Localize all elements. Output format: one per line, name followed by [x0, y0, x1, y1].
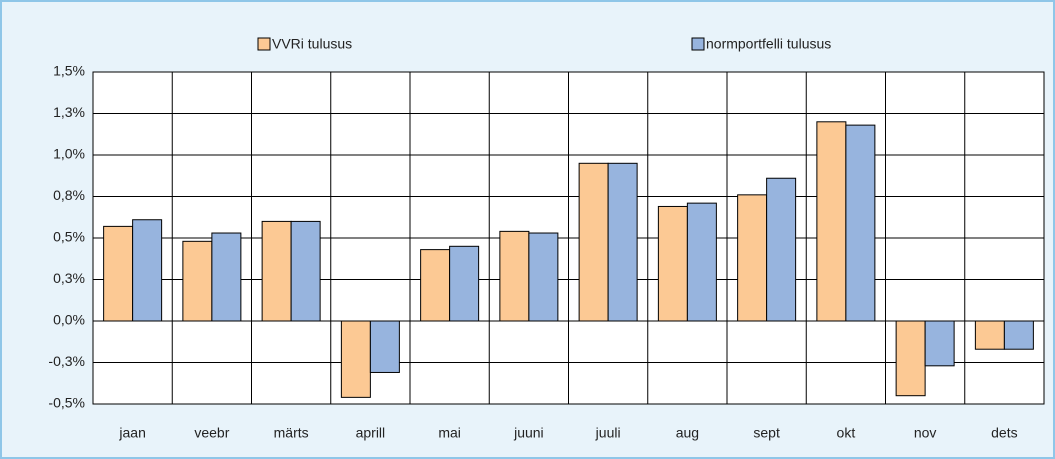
y-tick-label: 1,0%	[53, 146, 85, 162]
y-tick-label: -0,3%	[48, 353, 85, 369]
bar	[261, 220, 292, 322]
legend-swatch	[691, 37, 705, 51]
y-tick-label: 0,8%	[53, 187, 85, 203]
y-tick-label: 0,0%	[53, 312, 85, 328]
bar	[420, 249, 451, 322]
x-tick-label: juuli	[595, 425, 621, 441]
x-tick-label: juuni	[513, 425, 544, 441]
x-tick-label: aug	[676, 425, 699, 441]
bar	[290, 220, 321, 322]
bar	[895, 320, 926, 397]
legend-label: VVRi tulusus	[272, 36, 352, 52]
x-tick-label: nov	[914, 425, 937, 441]
legend-swatch	[257, 37, 271, 51]
x-tick-label: veebr	[194, 425, 229, 441]
y-tick-label: 0,5%	[53, 229, 85, 245]
bar	[132, 219, 163, 322]
bar	[607, 162, 638, 322]
x-tick-label: sept	[753, 425, 780, 441]
x-tick-label: märts	[274, 425, 309, 441]
bar	[974, 320, 1005, 350]
bar	[369, 320, 400, 373]
bar	[449, 245, 480, 322]
bar	[924, 320, 955, 367]
y-tick-label: 1,5%	[53, 63, 85, 79]
bar	[1003, 320, 1034, 350]
bar	[340, 320, 371, 398]
y-tick-label: 1,3%	[53, 104, 85, 120]
legend-label: normportfelli tulusus	[706, 36, 831, 52]
bar	[657, 205, 688, 322]
bar	[499, 230, 530, 322]
x-tick-label: okt	[837, 425, 856, 441]
bar	[845, 124, 876, 322]
x-tick-label: mai	[438, 425, 461, 441]
bar	[816, 121, 847, 322]
bar	[686, 202, 717, 322]
y-tick-label: 0,3%	[53, 270, 85, 286]
bar	[211, 232, 242, 322]
bar	[182, 240, 213, 322]
bar	[737, 194, 768, 322]
bar	[766, 177, 797, 322]
x-tick-label: aprill	[356, 425, 386, 441]
x-tick-label: jaan	[118, 425, 145, 441]
x-tick-label: dets	[991, 425, 1017, 441]
bar	[578, 162, 609, 322]
y-tick-label: -0,5%	[48, 395, 85, 411]
bar	[103, 225, 134, 322]
bar	[528, 232, 559, 322]
